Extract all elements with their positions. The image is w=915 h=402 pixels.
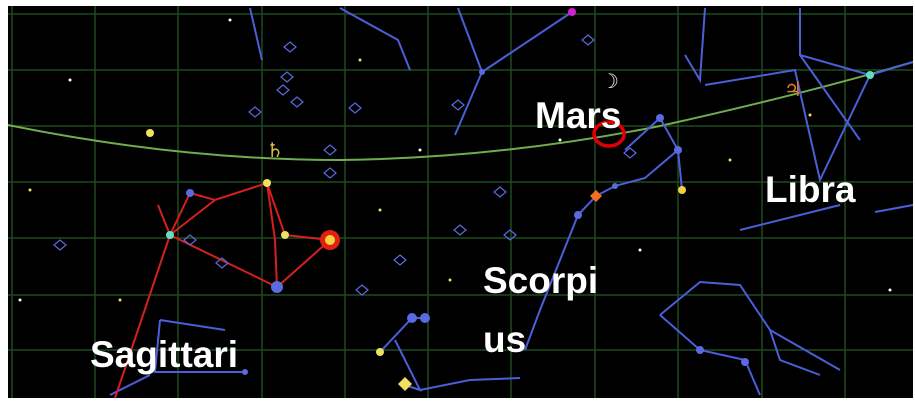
- libra-label: Libra: [765, 169, 856, 210]
- saturn-symbol: ♄: [266, 138, 284, 162]
- jupiter-symbol: ♃: [784, 77, 802, 101]
- moon-symbol: ☽: [601, 69, 619, 93]
- sagittarius-label: Sagittari: [90, 334, 238, 375]
- ecliptic: [7, 61, 914, 162]
- deep-sky-objects: [53, 34, 637, 296]
- stars: [18, 8, 892, 391]
- scorpius-label: us: [483, 319, 526, 360]
- mars-label: Mars: [535, 95, 621, 136]
- scorpius-label: Scorpi: [483, 260, 598, 301]
- mars-highlight: [592, 120, 626, 148]
- grid: [8, 6, 913, 398]
